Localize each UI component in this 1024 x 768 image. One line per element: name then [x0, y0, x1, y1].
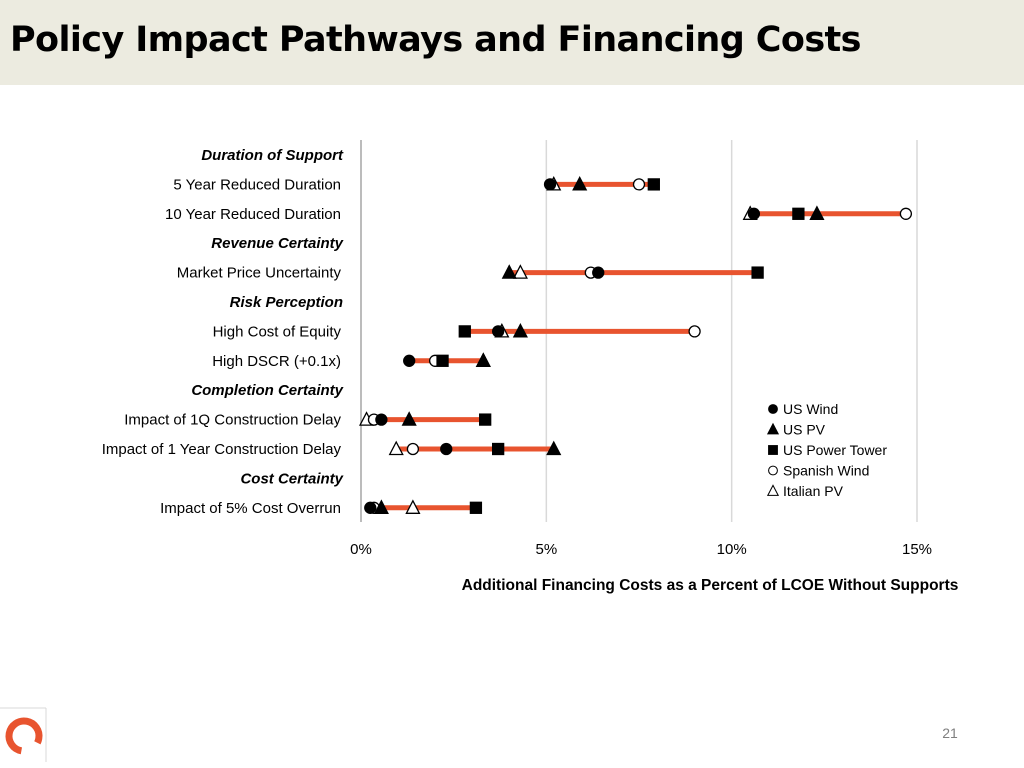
- category-label: Market Price Uncertainty: [177, 265, 342, 282]
- us-pv-point: [475, 352, 491, 367]
- category-label: Impact of 1Q Construction Delay: [124, 412, 341, 429]
- page-number: 21: [942, 725, 958, 741]
- category-label: Impact of 5% Cost Overrun: [160, 500, 341, 517]
- us-pv-point: [572, 175, 588, 191]
- spanish-wind-point: [688, 325, 701, 338]
- legend-marker: [768, 404, 778, 414]
- us-pv-point: [401, 411, 417, 426]
- legend-label: US PV: [783, 422, 826, 438]
- group-header-label: Completion Certainty: [191, 382, 343, 399]
- us-power-tower-point: [751, 266, 764, 279]
- category-label: High Cost of Equity: [213, 323, 342, 340]
- italian-pv-point: [405, 499, 421, 514]
- us-power-tower-point: [491, 442, 505, 456]
- us-wind-point: [375, 413, 388, 426]
- legend-marker: [766, 484, 780, 496]
- us-pv-point: [373, 499, 389, 514]
- group-header-label: Cost Certainty: [240, 470, 343, 487]
- legend-label: US Wind: [783, 401, 838, 417]
- x-tick-label: 15%: [902, 541, 932, 558]
- company-logo: [0, 707, 47, 762]
- x-tick-label: 5%: [535, 541, 557, 558]
- italian-pv-point: [388, 440, 404, 456]
- spanish-wind-point: [632, 178, 646, 191]
- spanish-wind-point: [899, 207, 913, 220]
- us-power-tower-point: [647, 178, 660, 191]
- italian-pv-point: [512, 264, 528, 279]
- slide-title: Policy Impact Pathways and Financing Cos…: [10, 20, 862, 60]
- us-pv-point: [809, 205, 825, 220]
- x-tick-label: 10%: [717, 541, 747, 558]
- us-wind-point: [491, 325, 505, 338]
- us-power-tower-point: [479, 413, 492, 426]
- us-power-tower-point: [436, 354, 449, 367]
- x-axis-title: Additional Financing Costs as a Percent …: [462, 577, 959, 594]
- spanish-wind-point: [406, 442, 420, 456]
- us-pv-point: [546, 440, 562, 456]
- legend-marker: [766, 422, 780, 435]
- legend-marker: [768, 445, 778, 455]
- us-wind-point: [403, 354, 416, 367]
- us-pv-point: [512, 322, 528, 338]
- legend-label: Spanish Wind: [783, 463, 869, 479]
- us-power-tower-point: [792, 207, 805, 220]
- slide-header: Policy Impact Pathways and Financing Cos…: [0, 0, 1024, 85]
- us-wind-point: [543, 178, 557, 191]
- category-label: Impact of 1 Year Construction Delay: [102, 441, 342, 458]
- category-label: High DSCR (+0.1x): [212, 353, 341, 370]
- us-pv-point: [501, 264, 517, 279]
- legend-marker: [768, 465, 778, 476]
- group-header-label: Revenue Certainty: [211, 235, 343, 252]
- category-label: 5 Year Reduced Duration: [173, 176, 341, 193]
- legend-label: Italian PV: [783, 483, 844, 499]
- group-header-label: Risk Perception: [230, 294, 343, 311]
- group-header-label: Duration of Support: [201, 147, 344, 164]
- category-label: 10 Year Reduced Duration: [165, 206, 341, 223]
- us-power-tower-point: [469, 501, 483, 514]
- us-power-tower-point: [458, 325, 471, 338]
- legend-label: US Power Tower: [783, 442, 887, 458]
- us-wind-point: [364, 501, 377, 514]
- us-wind-point: [592, 266, 605, 279]
- x-tick-label: 0%: [350, 541, 372, 558]
- us-wind-point: [747, 207, 761, 220]
- us-wind-point: [440, 442, 453, 456]
